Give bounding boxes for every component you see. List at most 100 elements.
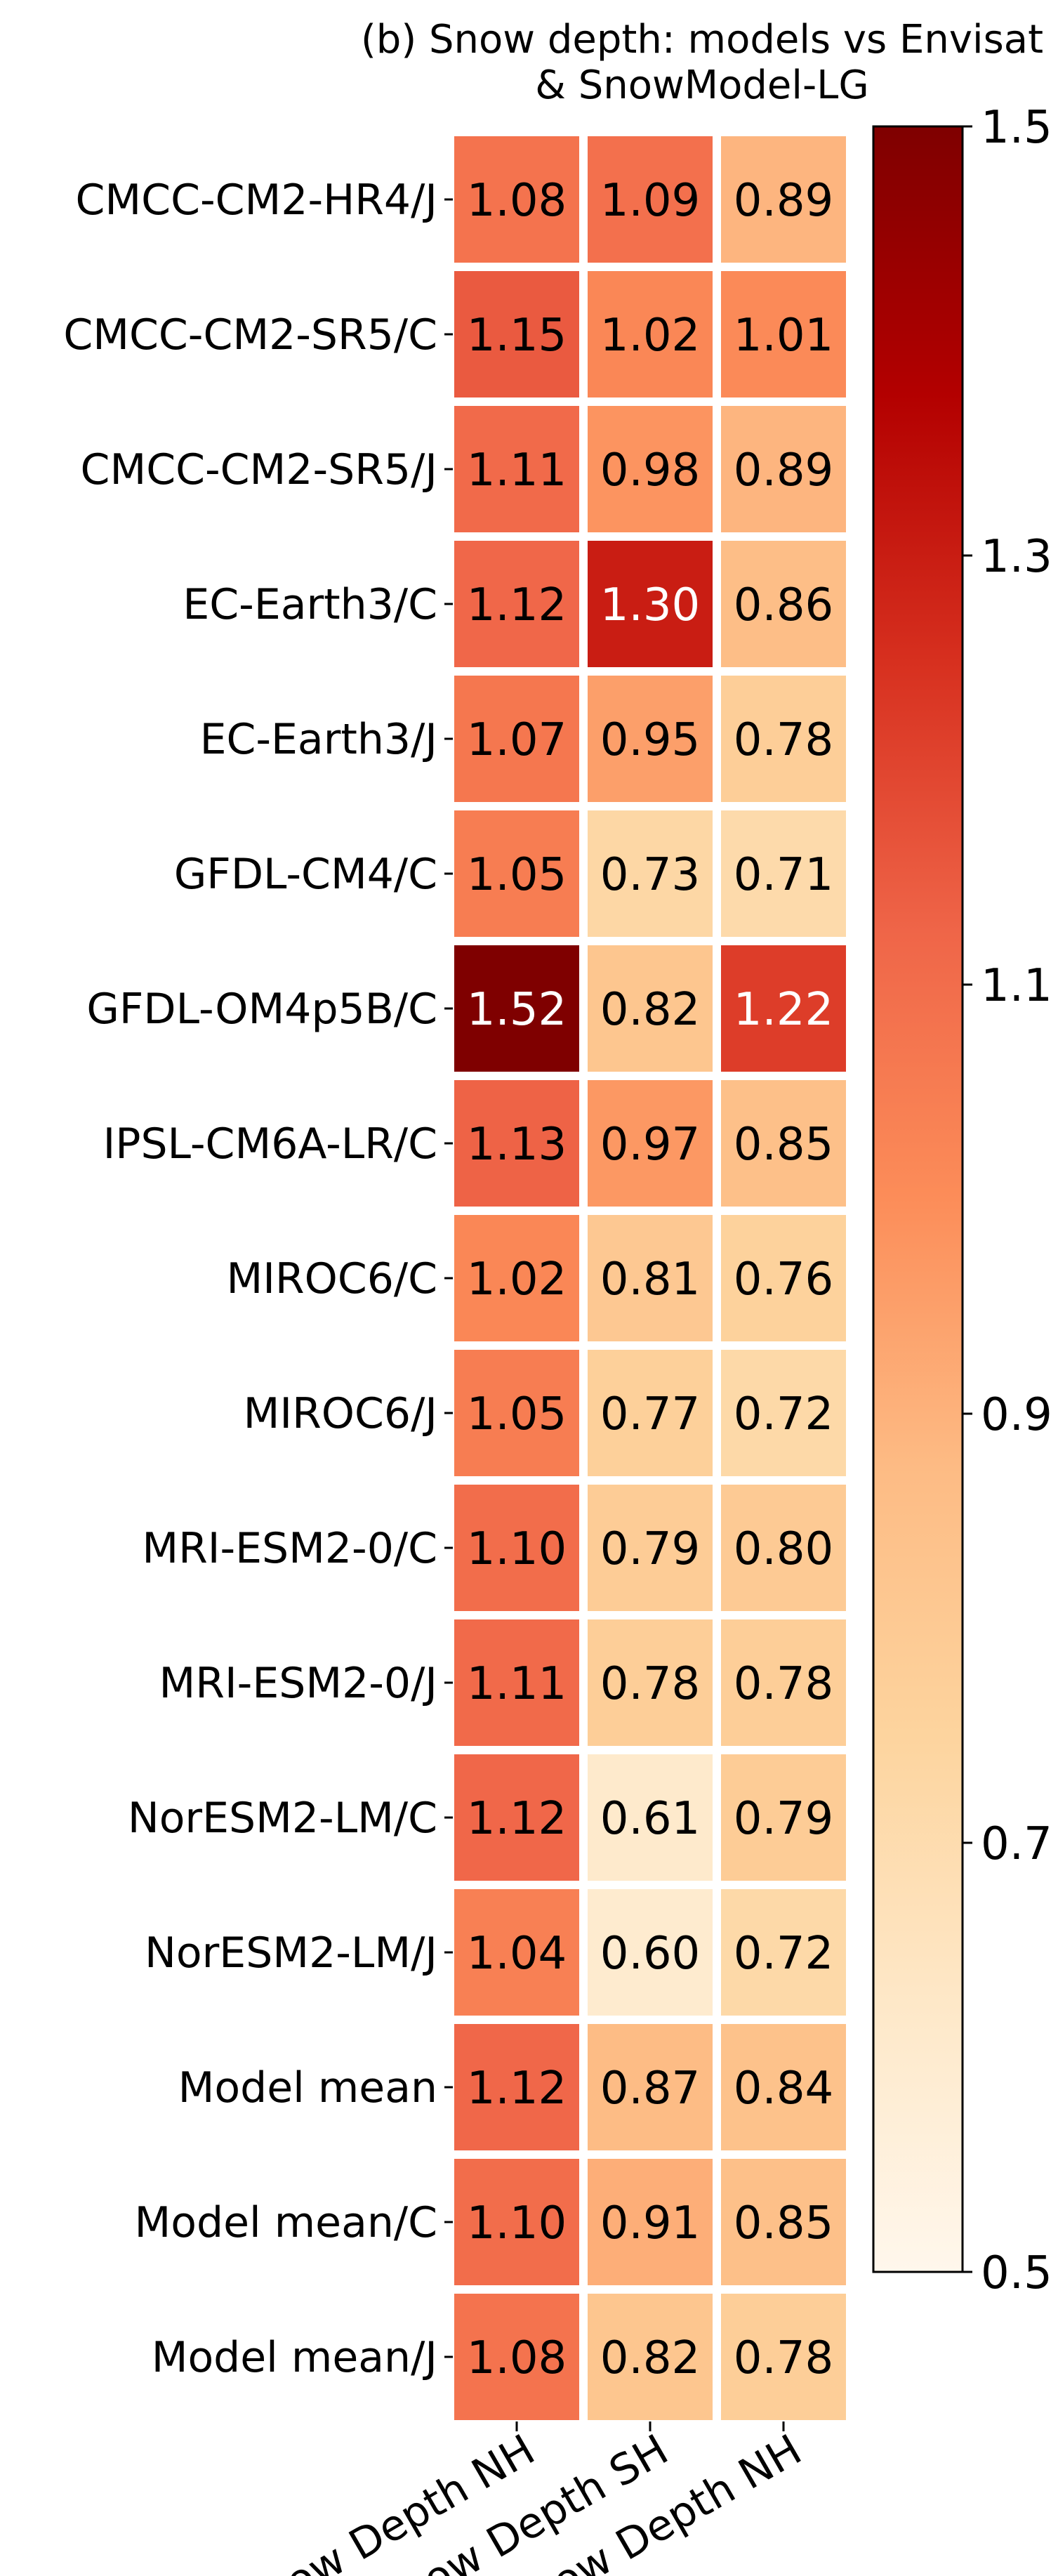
heatmap-cell-value: 0.80	[734, 1523, 834, 1575]
heatmap-cell: 0.80	[721, 1485, 846, 1611]
heatmap-cell-rect	[588, 271, 713, 397]
row-label: Model mean	[178, 2063, 437, 2112]
heatmap-cell-rect	[454, 810, 579, 937]
row-label: CMCC-CM2-SR5/C	[63, 310, 437, 360]
heatmap-cell-rect	[721, 541, 846, 667]
heatmap-cell-rect	[588, 1485, 713, 1611]
heatmap-cell-rect	[588, 676, 713, 802]
heatmap-cell-rect	[588, 2294, 713, 2420]
heatmap-cell-value: 0.86	[734, 579, 834, 631]
heatmap-cell-value: 1.02	[467, 1254, 567, 1306]
heatmap-cell-value: 0.78	[734, 2332, 834, 2384]
heatmap-cell-value: 1.30	[600, 579, 701, 631]
heatmap-cell-rect	[721, 2159, 846, 2285]
chart-title-line-2: & SnowModel-LG	[535, 63, 869, 108]
heatmap-cell-value: 0.78	[734, 714, 834, 766]
heatmap-cell-value: 1.05	[467, 1388, 567, 1440]
heatmap-cell: 0.98	[588, 406, 713, 532]
heatmap-cell: 0.60	[588, 1889, 713, 2016]
heatmap-cell-value: 1.52	[467, 984, 567, 1036]
heatmap-cell-value: 0.89	[734, 175, 834, 227]
heatmap-cell: 1.22	[721, 945, 846, 1072]
heatmap-cell: 1.08	[454, 2294, 579, 2420]
row-label: EC-Earth3/J	[200, 715, 437, 764]
heatmap-cell-rect	[454, 2159, 579, 2285]
heatmap-cell-rect	[588, 1619, 713, 1746]
heatmap-cell-value: 0.98	[600, 445, 701, 497]
heatmap-cell: 1.12	[454, 541, 579, 667]
heatmap-cell-value: 1.11	[467, 445, 567, 497]
heatmap-cell: 0.91	[588, 2159, 713, 2285]
heatmap-cell-value: 1.22	[734, 984, 834, 1036]
heatmap-cell-value: 0.76	[734, 1254, 834, 1306]
heatmap-cell-rect	[454, 1485, 579, 1611]
heatmap-cell: 1.01	[721, 271, 846, 397]
heatmap-cell: 0.72	[721, 1350, 846, 1476]
colorbar-tick-label: 1.3	[981, 531, 1052, 583]
heatmap-cell-rect	[721, 945, 846, 1072]
heatmap-cell-rect	[454, 541, 579, 667]
heatmap-cell: 1.52	[454, 945, 579, 1072]
heatmap-cell-value: 0.61	[600, 1793, 701, 1845]
heatmap-cell-value: 1.05	[467, 849, 567, 901]
heatmap-cell: 0.78	[588, 1619, 713, 1746]
row-label: MIROC6/C	[226, 1254, 437, 1303]
heatmap-cell-value: 1.01	[734, 310, 834, 362]
heatmap-cell-value: 0.89	[734, 445, 834, 497]
heatmap-cell-value: 0.84	[734, 2063, 834, 2115]
heatmap-cell: 0.85	[721, 2159, 846, 2285]
heatmap-cell: 0.71	[721, 810, 846, 937]
heatmap-cell-rect	[588, 2159, 713, 2285]
heatmap-cell-value: 0.72	[734, 1388, 834, 1440]
row-label: EC-Earth3/C	[183, 580, 437, 629]
heatmap-cell-value: 0.79	[600, 1523, 701, 1575]
heatmap-cell-value: 1.12	[467, 1793, 567, 1845]
heatmap-cell-value: 0.85	[734, 1119, 834, 1171]
heatmap-cell-value: 1.15	[467, 310, 567, 362]
heatmap-cell-rect	[454, 1754, 579, 1881]
heatmap-cell: 0.89	[721, 406, 846, 532]
heatmap-cell-rect	[454, 945, 579, 1072]
colorbar: 0.5 0.7 0.9 1.1 1.3 1.5	[872, 102, 1052, 2299]
heatmap-cell-rect	[721, 2294, 846, 2420]
row-label: CMCC-CM2-HR4/J	[76, 176, 437, 225]
heatmap-cell-rect	[721, 1215, 846, 1341]
heatmap-cell-rect	[454, 271, 579, 397]
row-label: MIROC6/J	[244, 1389, 437, 1438]
heatmap-cell: 1.15	[454, 271, 579, 397]
heatmap-cell-rect	[588, 1754, 713, 1881]
heatmap-cell: 1.11	[454, 406, 579, 532]
heatmap-cell-rect	[454, 136, 579, 263]
heatmap-cell: 1.02	[454, 1215, 579, 1341]
heatmap-cell-rect	[588, 136, 713, 263]
heatmap-cell-rect	[721, 136, 846, 263]
heatmap-cell-value: 1.02	[600, 310, 701, 362]
heatmap-cell-value: 0.95	[600, 714, 701, 766]
heatmap-cell-rect	[588, 1080, 713, 1207]
heatmap-cell: 0.78	[721, 676, 846, 802]
heatmap-cell-rect	[721, 1889, 846, 2016]
heatmap-cell-value: 1.10	[467, 2197, 567, 2249]
heatmap-cell: 0.78	[721, 2294, 846, 2420]
heatmap-cell-rect	[454, 1889, 579, 2016]
heatmap-cell-value: 1.10	[467, 1523, 567, 1575]
colorbar-tick-label: 0.7	[981, 1818, 1052, 1870]
row-label: GFDL-OM4p5B/C	[86, 985, 437, 1034]
heatmap-cell: 0.86	[721, 541, 846, 667]
heatmap-cell: 0.72	[721, 1889, 846, 2016]
row-label: NorESM2-LM/C	[128, 1794, 437, 1843]
heatmap-cell-value: 0.60	[600, 1928, 701, 1980]
colorbar-tick-label: 0.5	[981, 2247, 1052, 2299]
heatmap-cell-rect	[454, 1080, 579, 1207]
heatmap-cell: 0.81	[588, 1215, 713, 1341]
colorbar-tick-label: 1.1	[981, 960, 1052, 1012]
heatmap-cell-value: 0.91	[600, 2197, 701, 2249]
heatmap-cell-rect	[588, 1215, 713, 1341]
heatmap-cell-value: 1.13	[467, 1119, 567, 1171]
heatmap-cell-rect	[588, 2024, 713, 2150]
heatmap-cell-rect	[588, 945, 713, 1072]
heatmap-cell: 1.05	[454, 1350, 579, 1476]
heatmap-cell-value: 0.78	[734, 1658, 834, 1710]
heatmap-cell-value: 0.97	[600, 1119, 701, 1171]
